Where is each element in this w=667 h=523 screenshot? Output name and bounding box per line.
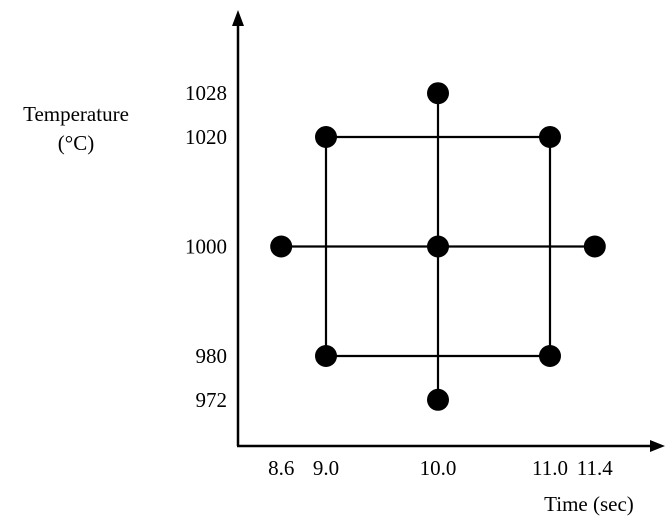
y-tick-label-1: 1020 (185, 125, 227, 149)
design-points (270, 82, 606, 411)
design-point-4 (427, 235, 449, 258)
x-tick-label-2: 10.0 (420, 456, 457, 480)
design-point-3 (539, 345, 561, 367)
x-tick-label-1: 9.0 (313, 456, 339, 480)
x-axis-arrow (650, 440, 665, 452)
x-tick-label-0: 8.6 (268, 456, 294, 480)
design-point-8 (583, 235, 606, 258)
x-tick-labels: 8.6 9.0 10.0 11.0 11.4 (268, 456, 613, 480)
y-tick-label-2: 1000 (185, 235, 227, 259)
design-point-2 (315, 345, 337, 367)
y-tick-label-0: 1028 (185, 81, 227, 105)
x-tick-label-3: 11.0 (532, 456, 568, 480)
design-point-7 (270, 235, 293, 258)
y-axis-label-line2: (°C) (58, 131, 94, 155)
x-tick-label-4: 11.4 (577, 456, 613, 480)
design-point-1 (539, 126, 561, 148)
design-point-0 (315, 126, 337, 148)
y-axis-arrow (232, 10, 244, 26)
design-point-6 (427, 388, 449, 411)
y-tick-label-3: 980 (196, 344, 228, 368)
x-axis-label: Time (sec) (544, 492, 634, 516)
design-point-5 (427, 82, 449, 105)
y-tick-labels: 1028 1020 1000 980 972 (185, 81, 227, 412)
y-axis-label-line1: Temperature (23, 102, 129, 126)
y-tick-label-4: 972 (196, 388, 228, 412)
